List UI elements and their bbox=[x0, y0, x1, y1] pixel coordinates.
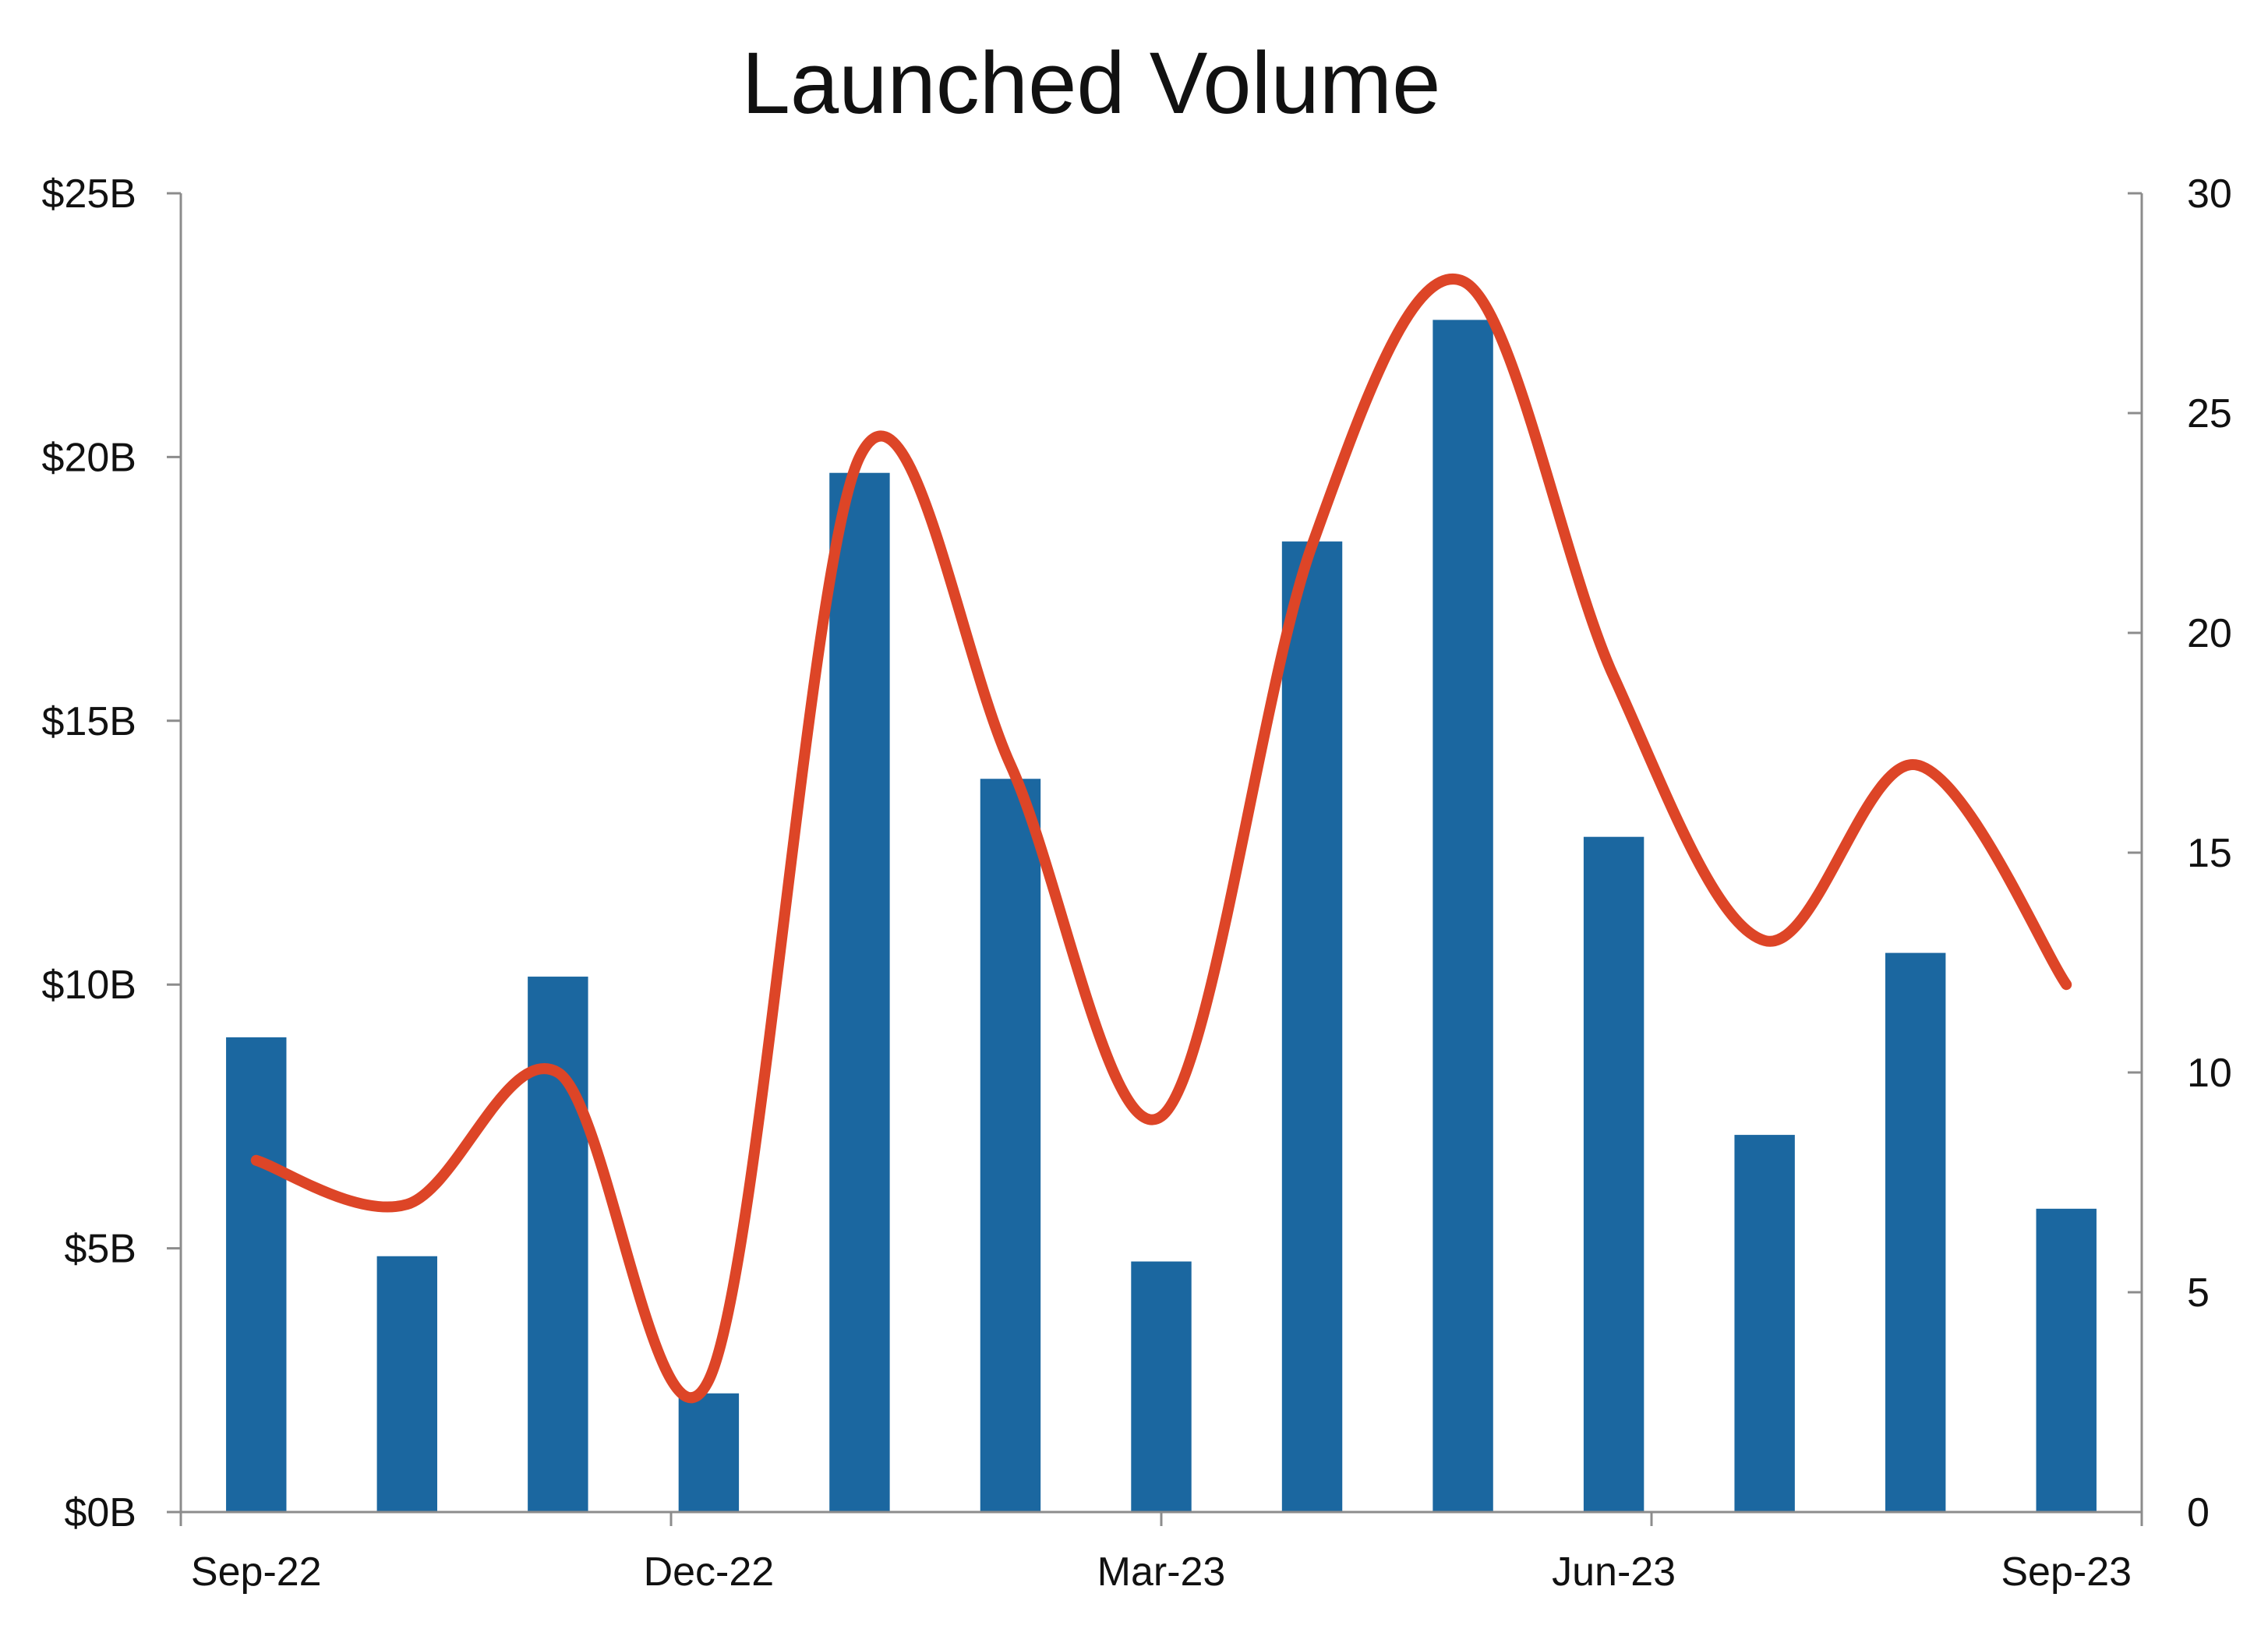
left-y-tick-label: $5B bbox=[64, 1227, 136, 1272]
bar-Sep-23 bbox=[2036, 1208, 2097, 1512]
right-y-tick-label: 30 bbox=[2187, 171, 2232, 217]
bar-Jul-23 bbox=[1734, 1135, 1795, 1512]
right-y-tick-label: 5 bbox=[2187, 1270, 2210, 1316]
x-ticks: Sep-22 Dec-22 Mar-23 Jun-23 Sep-23 bbox=[179, 1512, 2143, 1595]
x-tick-label: Sep-22 bbox=[191, 1549, 322, 1595]
x-tick-label: Sep-23 bbox=[2001, 1549, 2132, 1595]
left-y-tick-label: $25B bbox=[42, 171, 136, 217]
left-y-tick-label: $20B bbox=[42, 435, 136, 480]
left-y-tick-label: $10B bbox=[42, 963, 136, 1008]
right-y-ticks: 0 5 10 15 20 25 30 bbox=[2128, 171, 2232, 1535]
line-series bbox=[250, 274, 2072, 1404]
left-y-ticks: $0B $5B $10B $15B $20B $25B bbox=[42, 171, 181, 1535]
right-y-tick-label: 15 bbox=[2187, 831, 2232, 876]
bar-Dec-22 bbox=[678, 1393, 740, 1512]
bar-May-23 bbox=[1433, 320, 1493, 1512]
right-y-tick-label: 10 bbox=[2187, 1051, 2232, 1096]
bar-Sep-22 bbox=[226, 1037, 287, 1512]
x-tick-label: Mar-23 bbox=[1097, 1549, 1226, 1595]
bar-Feb-23 bbox=[980, 779, 1041, 1512]
right-y-tick-label: 20 bbox=[2187, 611, 2232, 656]
bar-Jan-23 bbox=[829, 472, 890, 1512]
left-y-tick-label: $0B bbox=[64, 1490, 136, 1535]
x-tick-label: Jun-23 bbox=[1552, 1549, 1676, 1595]
bar-Nov-22 bbox=[528, 977, 588, 1512]
bar-Aug-23 bbox=[1885, 952, 1946, 1512]
right-y-tick-label: 0 bbox=[2187, 1490, 2210, 1535]
bar-Mar-23 bbox=[1131, 1261, 1192, 1512]
left-y-tick-label: $15B bbox=[42, 699, 136, 744]
chart-title: Launched Volume bbox=[742, 34, 1441, 132]
right-y-tick-label: 25 bbox=[2187, 391, 2232, 436]
x-tick-label: Dec-22 bbox=[644, 1549, 775, 1595]
bar-Oct-22 bbox=[376, 1256, 438, 1512]
bar-series bbox=[226, 320, 2097, 1512]
bar-Jun-23 bbox=[1583, 836, 1644, 1512]
bar-Apr-23 bbox=[1281, 541, 1343, 1512]
